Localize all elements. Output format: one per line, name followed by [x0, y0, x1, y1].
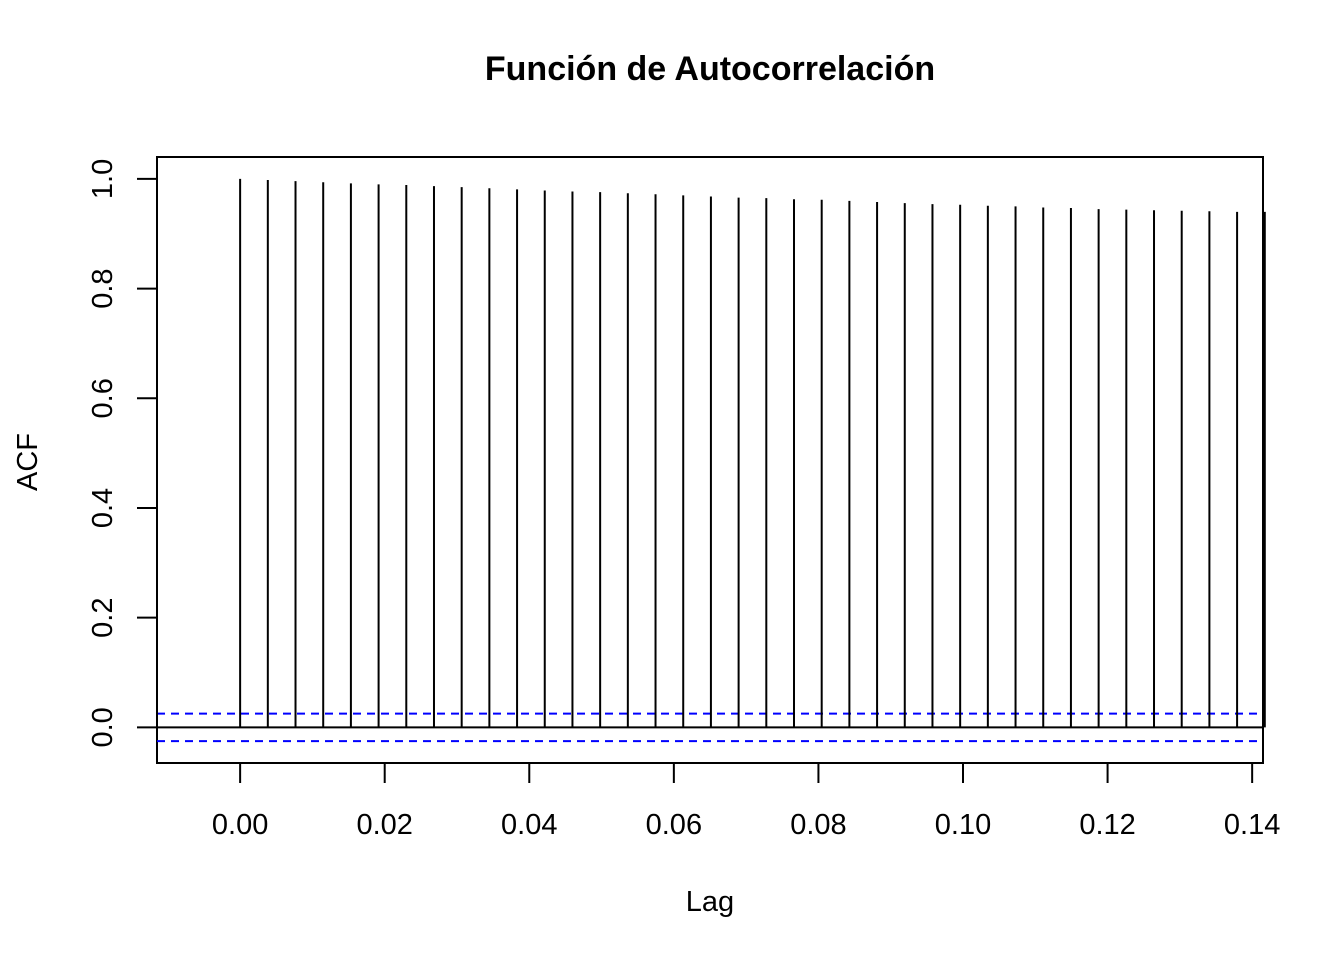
x-tick-label: 0.02	[356, 809, 412, 841]
x-tick-label: 0.00	[212, 809, 268, 841]
x-tick-label: 0.14	[1224, 809, 1280, 841]
plot-marks: 0.00 0.02 0.04 0.06 0.08 0.10 0.12 0.14 0.0 0.2 0.…	[87, 159, 1280, 841]
x-axis-label: Lag	[686, 886, 734, 918]
x-tick-label: 0.12	[1079, 809, 1135, 841]
y-tick-label: 0.6	[87, 378, 119, 418]
y-tick-label: 1.0	[87, 159, 119, 199]
y-tick-label: 0.2	[87, 598, 119, 638]
y-axis-label: ACF	[12, 433, 44, 491]
x-tick-label: 0.10	[935, 809, 991, 841]
y-tick-label: 0.8	[87, 268, 119, 308]
x-tick-label: 0.06	[646, 809, 702, 841]
chart-title: Función de Autocorrelación	[485, 50, 935, 88]
x-tick-label: 0.08	[790, 809, 846, 841]
x-tick-label: 0.04	[501, 809, 557, 841]
y-tick-label: 0.0	[87, 707, 119, 747]
y-tick-label: 0.4	[87, 488, 119, 528]
